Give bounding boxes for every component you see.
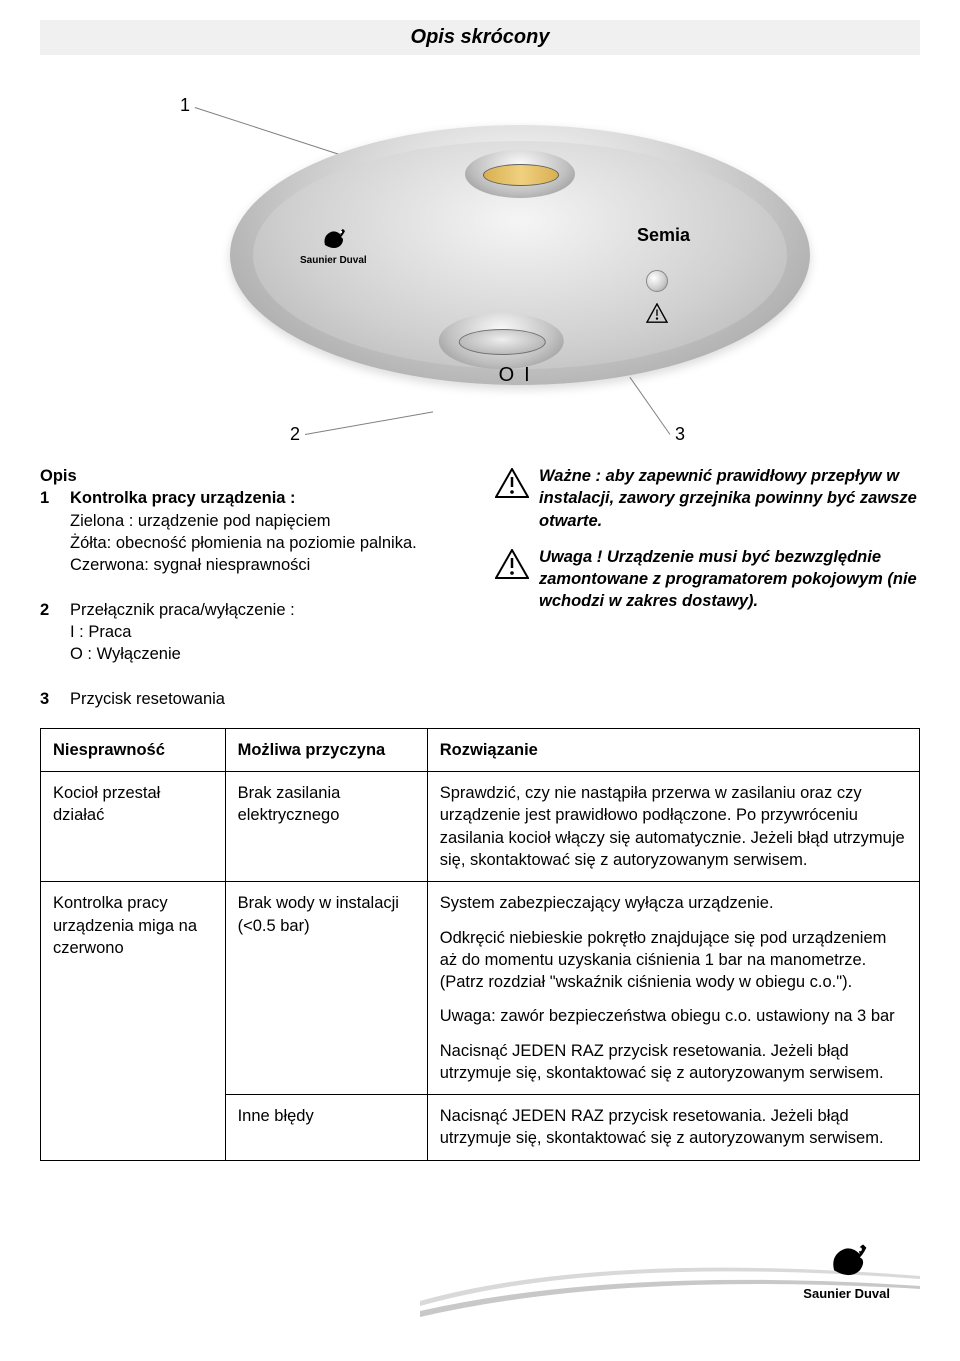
warning-2-text: Uwaga ! Urządzenie musi być bezwzględnie… bbox=[539, 546, 920, 613]
opis-item-3: 3 Przycisk resetowania bbox=[40, 688, 465, 710]
warning-icon bbox=[495, 549, 529, 579]
opis-item-1: 1 Kontrolka pracy urządzenia : Zielona :… bbox=[40, 487, 465, 576]
indicator-led bbox=[646, 270, 668, 292]
switch-labels: OI bbox=[499, 364, 540, 387]
callout-3: 3 bbox=[675, 424, 685, 445]
opis-heading: Opis bbox=[40, 465, 465, 487]
footer-brand-text: Saunier Duval bbox=[803, 1286, 890, 1301]
bird-icon bbox=[803, 1238, 890, 1286]
cell-cause: Brak zasilania elektrycznego bbox=[225, 772, 427, 882]
cell-fault: Kocioł przestał działać bbox=[41, 772, 226, 882]
description-left: Opis 1 Kontrolka pracy urządzenia : Ziel… bbox=[40, 465, 465, 710]
callout-line-3 bbox=[629, 377, 670, 435]
cell-fault: Kontrolka pracy urządzenia miga na czerw… bbox=[41, 882, 226, 1160]
warning-1-text: Ważne : aby zapewnić prawidłowy przepływ… bbox=[539, 465, 920, 532]
warning-1: Ważne : aby zapewnić prawidłowy przepływ… bbox=[495, 465, 920, 532]
description-right: Ważne : aby zapewnić prawidłowy przepływ… bbox=[495, 465, 920, 710]
callout-1: 1 bbox=[180, 95, 190, 116]
device-panel: Saunier Duval Semia OI bbox=[230, 125, 810, 385]
header-cause: Możliwa przyczyna bbox=[225, 728, 427, 771]
table-row: Kocioł przestał działaćBrak zasilania el… bbox=[41, 772, 920, 882]
callout-line-2 bbox=[305, 411, 433, 435]
cell-solution: Nacisnąć JEDEN RAZ przycisk resetowania.… bbox=[427, 1095, 919, 1161]
cell-cause: Inne błędy bbox=[225, 1095, 427, 1161]
cell-solution: System zabezpieczający wyłącza urządzeni… bbox=[427, 882, 919, 1095]
table-header-row: Niesprawność Możliwa przyczyna Rozwiązan… bbox=[41, 728, 920, 771]
product-name: Semia bbox=[637, 225, 690, 246]
brand-logo: Saunier Duval bbox=[300, 225, 367, 266]
header-solution: Rozwiązanie bbox=[427, 728, 919, 771]
header-fault: Niesprawność bbox=[41, 728, 226, 771]
callout-2: 2 bbox=[290, 424, 300, 445]
top-knob bbox=[465, 150, 575, 198]
footer-logo: Saunier Duval bbox=[803, 1238, 890, 1301]
panel-diagram: 1 Saunier Duval Semia OI 2 3 bbox=[40, 85, 920, 445]
table-row: Kontrolka pracy urządzenia miga na czerw… bbox=[41, 882, 920, 1095]
troubleshooting-table: Niesprawność Możliwa przyczyna Rozwiązan… bbox=[40, 728, 920, 1161]
panel-warning-icon bbox=[646, 303, 668, 323]
bird-icon bbox=[300, 225, 367, 255]
cell-solution: Sprawdzić, czy nie nastąpiła przerwa w z… bbox=[427, 772, 919, 882]
warning-icon bbox=[495, 468, 529, 498]
warning-2: Uwaga ! Urządzenie musi być bezwzględnie… bbox=[495, 546, 920, 613]
description-columns: Opis 1 Kontrolka pracy urządzenia : Ziel… bbox=[40, 465, 920, 710]
cell-cause: Brak wody w instalacji (<0.5 bar) bbox=[225, 882, 427, 1095]
opis-item-2: 2 Przełącznik praca/wyłączenie : I : Pra… bbox=[40, 599, 465, 666]
page-footer: Saunier Duval bbox=[40, 1201, 920, 1321]
bottom-knob bbox=[439, 313, 564, 369]
brand-text: Saunier Duval bbox=[300, 255, 367, 266]
page-title: Opis skrócony bbox=[40, 20, 920, 55]
